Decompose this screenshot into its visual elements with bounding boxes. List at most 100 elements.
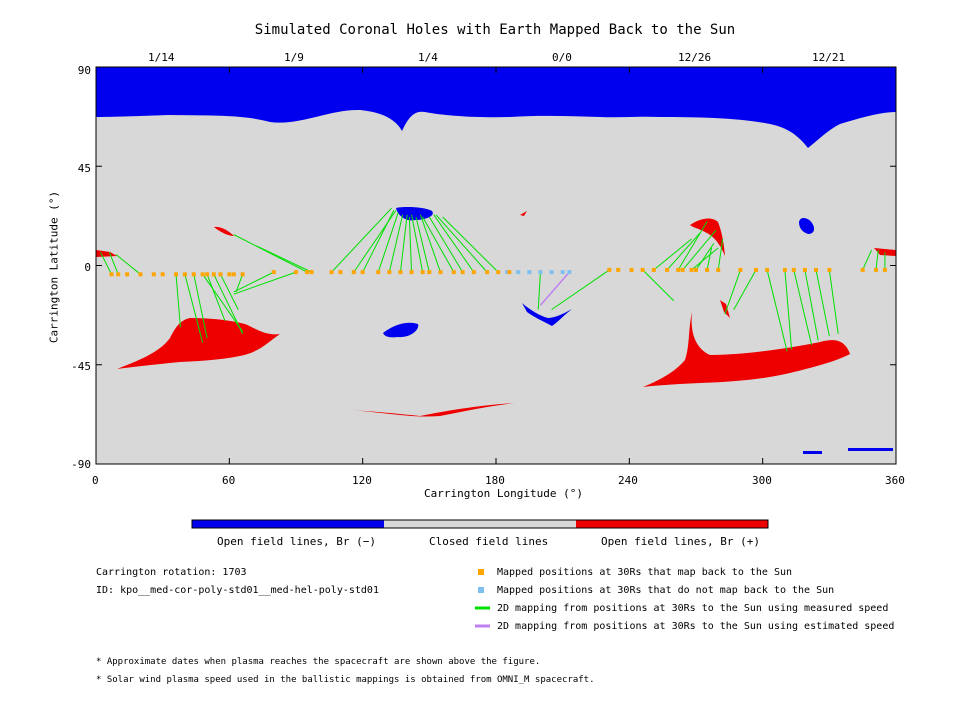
- mapped-point: [294, 270, 298, 275]
- x-axis-label: Carrington Longitude (°): [424, 487, 583, 500]
- measured-mapping-line: [677, 221, 708, 271]
- measured-mapping-line: [428, 216, 464, 273]
- mapped-point: [882, 267, 887, 272]
- mapped-point: [227, 272, 232, 277]
- measured-mapping-line: [193, 274, 208, 339]
- mapped-point: [680, 267, 685, 272]
- measured-mapping-line: [219, 274, 239, 310]
- mapped-point: [409, 270, 414, 275]
- y-tick-label: 0: [84, 261, 91, 274]
- mapped-point: [802, 267, 807, 272]
- measured-mapping-line: [695, 243, 715, 271]
- x-tick-label: 180: [485, 474, 505, 487]
- measured-mapping-line: [815, 269, 830, 337]
- mapped-point: [305, 270, 310, 275]
- measured-mapping-line: [793, 269, 813, 346]
- mapped-point: [754, 267, 758, 272]
- mapped-point: [814, 267, 818, 272]
- mapped-point: [689, 267, 694, 272]
- mapped-point: [174, 272, 178, 277]
- measured-mapping-line: [411, 214, 424, 273]
- top-date-label: 0/0: [552, 51, 572, 64]
- mapped-point: [387, 270, 392, 275]
- mapped-point: [640, 267, 645, 272]
- mapped-point: [205, 272, 210, 277]
- measured-mapping-line: [682, 229, 717, 271]
- mapped-point: [738, 267, 743, 272]
- south-polar-coronal-hole: [803, 448, 893, 454]
- mapped-point: [182, 272, 187, 277]
- mapped-point: [676, 267, 681, 272]
- closed-field-region: [96, 67, 896, 464]
- mapped-point: [231, 272, 236, 277]
- mapped-point: [471, 270, 476, 275]
- measured-mapping-line: [419, 214, 441, 273]
- top-date-label: 12/26: [678, 51, 712, 64]
- mapped-point: [200, 272, 205, 277]
- unmapped-point: [538, 270, 543, 275]
- x-tick-label: 360: [885, 474, 905, 487]
- y-tick-label: 45: [77, 162, 91, 175]
- measured-mapping-line: [388, 214, 404, 273]
- y-tick-label: -90: [71, 458, 91, 471]
- measured-mapping-line: [537, 272, 541, 310]
- mapped-point: [427, 270, 432, 275]
- measured-mapping-line: [362, 210, 395, 273]
- unmapped-point: [560, 270, 565, 275]
- measured-mapping-line: [184, 274, 204, 343]
- colorbar-label-closed: Closed field lines: [429, 535, 549, 548]
- mapped-point: [438, 270, 443, 275]
- positive-hole-south-band: [352, 403, 515, 417]
- mapped-point: [109, 272, 114, 277]
- measured-mapping-line: [804, 269, 819, 341]
- mapped-point: [376, 270, 381, 275]
- mapped-point: [485, 270, 490, 275]
- carrington-rotation: Carrington rotation: 1703: [96, 567, 247, 578]
- legend-item-unmapped: Mapped positions at 30Rs that do not map…: [497, 585, 835, 596]
- positive-hole-northeast: [690, 218, 725, 256]
- mapped-point: [827, 267, 832, 272]
- footnote: * Approximate dates when plasma reaches …: [96, 657, 541, 667]
- top-date-label: 12/21: [812, 51, 846, 64]
- mapped-point: [705, 267, 710, 272]
- mapped-point: [360, 270, 365, 275]
- mapped-point: [665, 267, 670, 272]
- mapped-point: [460, 270, 465, 275]
- mapped-point: [218, 272, 223, 277]
- mapped-point: [191, 272, 196, 277]
- positive-hole-left-edge: [96, 250, 117, 257]
- measured-mapping-line: [422, 216, 455, 273]
- measured-mapping-line: [415, 216, 430, 273]
- mapped-point: [420, 270, 425, 275]
- measured-mapping-line: [115, 254, 141, 275]
- chart-title: Simulated Coronal Holes with Earth Mappe…: [254, 22, 736, 38]
- negative-hole-north-mid: [396, 207, 433, 221]
- measured-mapping-line: [724, 269, 741, 315]
- colorbar: [191, 519, 769, 529]
- x-tick-label: 120: [352, 474, 372, 487]
- mapped-point: [160, 272, 165, 277]
- legend-swatch-mapped: [478, 569, 484, 575]
- measured-mapping-line: [691, 247, 719, 271]
- mapped-point: [496, 270, 501, 275]
- top-date-label: 1/9: [284, 51, 304, 64]
- mapped-point: [629, 267, 634, 272]
- mapped-point: [398, 270, 403, 275]
- mapped-point: [507, 270, 512, 275]
- measured-mapping-line: [766, 269, 788, 352]
- measured-mapping-line: [666, 232, 701, 271]
- mapped-point: [616, 267, 621, 272]
- colorbar-label-negative: Open field lines, Br (−): [217, 535, 376, 548]
- measured-mapping-line: [706, 247, 713, 271]
- measured-mapping-line: [108, 252, 119, 275]
- legend-swatch-unmapped: [478, 587, 484, 593]
- mapped-point: [351, 270, 356, 275]
- mapped-point: [240, 272, 245, 277]
- mapped-point: [782, 267, 787, 272]
- measured-mapping-line: [233, 271, 275, 293]
- measured-mapping-line: [202, 274, 244, 332]
- unmapped-point: [549, 270, 554, 275]
- measured-mapping-line: [442, 216, 499, 273]
- positive-hole-small-2: [520, 211, 527, 216]
